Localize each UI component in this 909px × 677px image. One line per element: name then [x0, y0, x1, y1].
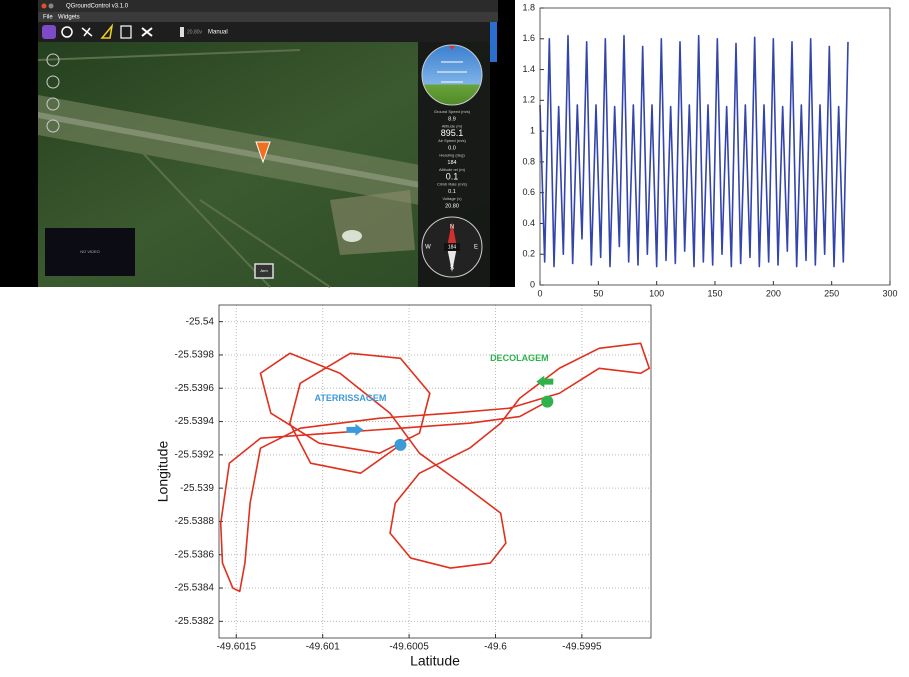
menu-item[interactable]: Widgets [58, 15, 80, 21]
arm-text[interactable]: Arm [260, 268, 268, 273]
instrument-label: Ground Speed (m/s) [434, 109, 471, 114]
flight-mode[interactable]: Manual [208, 30, 228, 36]
y-tick-label: -25.539 [180, 483, 214, 494]
compass-dir: S [450, 266, 454, 272]
y-tick-label: 1.2 [522, 95, 535, 105]
instrument-value: 0.0 [448, 145, 456, 151]
instrument-value: 20.80 [445, 203, 459, 209]
instrument-value: 0.1 [446, 171, 459, 181]
map-pond [342, 230, 362, 242]
compass-dir: E [474, 245, 478, 251]
y-tick-label: -25.54 [186, 316, 215, 327]
x-tick-label: 100 [649, 288, 664, 298]
y-tick-label: -25.5392 [175, 449, 215, 460]
x-tick-label: -49.601 [306, 642, 340, 653]
y-tick-label: 0.6 [522, 187, 535, 197]
y-tick-label: -25.5382 [175, 616, 215, 627]
y-axis-label: Longitude [155, 441, 171, 503]
battery-icon [180, 27, 184, 37]
scrollbar[interactable] [490, 22, 497, 62]
qgc-screenshot: QGroundControl v3.1.0 File Widgets 20.80… [0, 0, 515, 287]
x-tick-label: 0 [537, 288, 542, 298]
video-text: NO VIDEO [80, 249, 100, 254]
instrument-value: 895.1 [441, 128, 464, 138]
x-tick-label: 150 [707, 288, 722, 298]
instrument-label: Climb Rate (m/s) [437, 182, 468, 187]
map-buildings [330, 190, 415, 255]
x-tick-label: -49.6 [484, 642, 507, 653]
x-tick-label: -49.6015 [217, 642, 257, 653]
instrument-label: Heading (deg) [439, 153, 465, 158]
y-tick-label: 1 [530, 125, 535, 135]
y-tick-label: -25.5394 [175, 416, 215, 427]
instrument-label: Air Speed (m/s) [438, 138, 466, 143]
menu-item[interactable]: File [43, 15, 53, 21]
x-tick-label: 50 [593, 288, 603, 298]
annotation-point [394, 439, 406, 451]
y-tick-label: -25.5396 [175, 383, 215, 394]
y-tick-label: 0.4 [522, 218, 535, 228]
window-min[interactable] [49, 4, 54, 9]
y-tick-label: 0 [530, 279, 535, 289]
x-axis-label: Latitude [410, 653, 460, 669]
x-tick-label: 200 [766, 288, 781, 298]
y-tick-label: 0.2 [522, 249, 535, 259]
x-tick-label: -49.6005 [389, 642, 429, 653]
battery-text: 20.80v [187, 29, 203, 35]
figure: QGroundControl v3.1.0 File Widgets 20.80… [0, 0, 909, 672]
instrument-value: 8.9 [448, 116, 456, 122]
compass-dir: N [450, 225, 454, 231]
instrument-value: 184 [447, 160, 456, 166]
annotation-point [541, 396, 553, 408]
y-tick-label: -25.5398 [175, 350, 215, 361]
instrument-value: 0.1 [448, 189, 456, 195]
menu-bar [38, 12, 498, 22]
x-tick-label: 250 [824, 288, 839, 298]
y-tick-label: -25.5384 [175, 583, 215, 594]
y-tick-label: 1.4 [522, 64, 535, 74]
x-tick-label: -49.5995 [562, 642, 602, 653]
annotation-text: ATERRISSAGEM [315, 393, 387, 403]
annotation-text: DECOLAGEM [490, 353, 549, 363]
y-tick-label: 1.8 [522, 2, 535, 12]
y-tick-label: 1.6 [522, 33, 535, 43]
x-tick-label: 300 [882, 288, 897, 298]
window-title: QGroundControl v3.1.0 [66, 4, 129, 10]
compass-dir: W [425, 245, 431, 251]
y-tick-label: 0.8 [522, 156, 535, 166]
attitude-indicator [422, 45, 482, 105]
toolbar-home[interactable] [42, 25, 56, 39]
y-tick-label: -25.5388 [175, 516, 215, 527]
window-close[interactable] [42, 4, 47, 9]
y-tick-label: -25.5386 [175, 549, 215, 560]
heading-text: 184 [448, 244, 457, 250]
instrument-label: Voltage (v) [442, 196, 462, 201]
toolbar [38, 22, 490, 42]
